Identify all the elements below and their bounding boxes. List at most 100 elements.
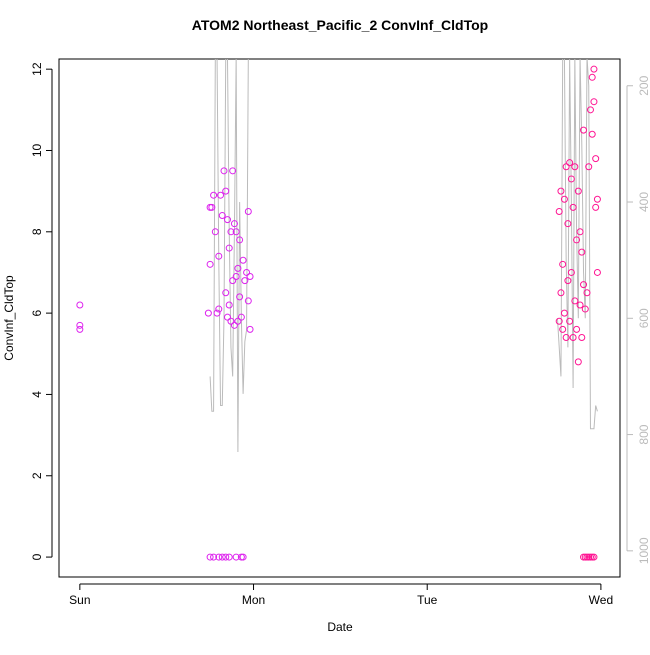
point [225,244,233,252]
x-tick-label: Wed [589,593,613,607]
chart-title: ATOM2 Northeast_Pacific_2 ConvInf_CldTop [192,17,488,33]
point [218,553,226,561]
point [562,163,570,171]
y-tick-label: 0 [30,553,44,560]
point [576,301,584,309]
point [222,553,230,561]
point [574,187,582,195]
point [211,228,219,236]
point [229,277,237,285]
y-tick-label: 2 [30,472,44,479]
point [76,321,84,329]
point [580,126,588,134]
point [220,167,228,175]
point [562,334,570,342]
point [564,277,572,285]
point [593,268,601,276]
x-tick-label: Tue [417,593,438,607]
point [557,289,565,297]
point [578,248,586,256]
point [222,187,230,195]
point [585,163,593,171]
point [241,277,249,285]
point [232,228,240,236]
point [567,175,575,183]
point [573,325,581,333]
y-tick-label: 8 [30,228,44,235]
point [225,553,233,561]
point [225,301,233,309]
point [555,207,563,215]
point [580,281,588,289]
point [590,65,598,73]
point [232,553,240,561]
point [76,325,84,333]
point [569,334,577,342]
point [581,305,589,313]
line-series [209,59,598,453]
point [232,273,240,281]
point [218,212,226,220]
y2-tick-label: 1000 [637,537,650,564]
y-axis-label: ConvInf_CldTop [2,275,16,361]
x-axis-label: Date [327,620,353,634]
point [227,317,235,325]
point [234,317,242,325]
point [574,358,582,366]
x-tick-label: Mon [242,593,265,607]
point [576,228,584,236]
point [569,203,577,211]
y2-tick-label: 800 [637,424,650,444]
point [227,228,235,236]
point [206,260,214,268]
point [215,252,223,260]
point [566,317,574,325]
point [210,191,218,199]
point [210,553,218,561]
point [567,268,575,276]
point [223,313,231,321]
point [244,207,252,215]
point [204,309,212,317]
point [555,317,563,325]
point [559,325,567,333]
point [239,256,247,264]
point [557,187,565,195]
y-tick-label: 4 [30,391,44,398]
point [571,163,579,171]
point [560,309,568,317]
point [588,130,596,138]
point [590,98,598,106]
point [213,309,221,317]
point [593,195,601,203]
point [592,155,600,163]
point [578,334,586,342]
point [571,297,579,305]
y2-tick-label: 400 [637,192,650,212]
point [237,313,245,321]
point [586,106,594,114]
point [76,301,84,309]
point [239,553,247,561]
point [215,553,223,561]
point [229,167,237,175]
point [588,73,596,81]
y-tick-label: 6 [30,309,44,316]
point [215,305,223,313]
point [566,159,574,167]
point [243,268,251,276]
x-tick-label: Sun [69,593,90,607]
point [560,195,568,203]
point [223,216,231,224]
point [230,220,238,228]
point [592,203,600,211]
point [217,191,225,199]
y2-tick-label: 600 [637,308,650,328]
point [246,325,254,333]
point [590,553,598,561]
point [564,220,572,228]
point [244,297,252,305]
point [236,236,244,244]
y-tick-label: 10 [30,143,44,157]
